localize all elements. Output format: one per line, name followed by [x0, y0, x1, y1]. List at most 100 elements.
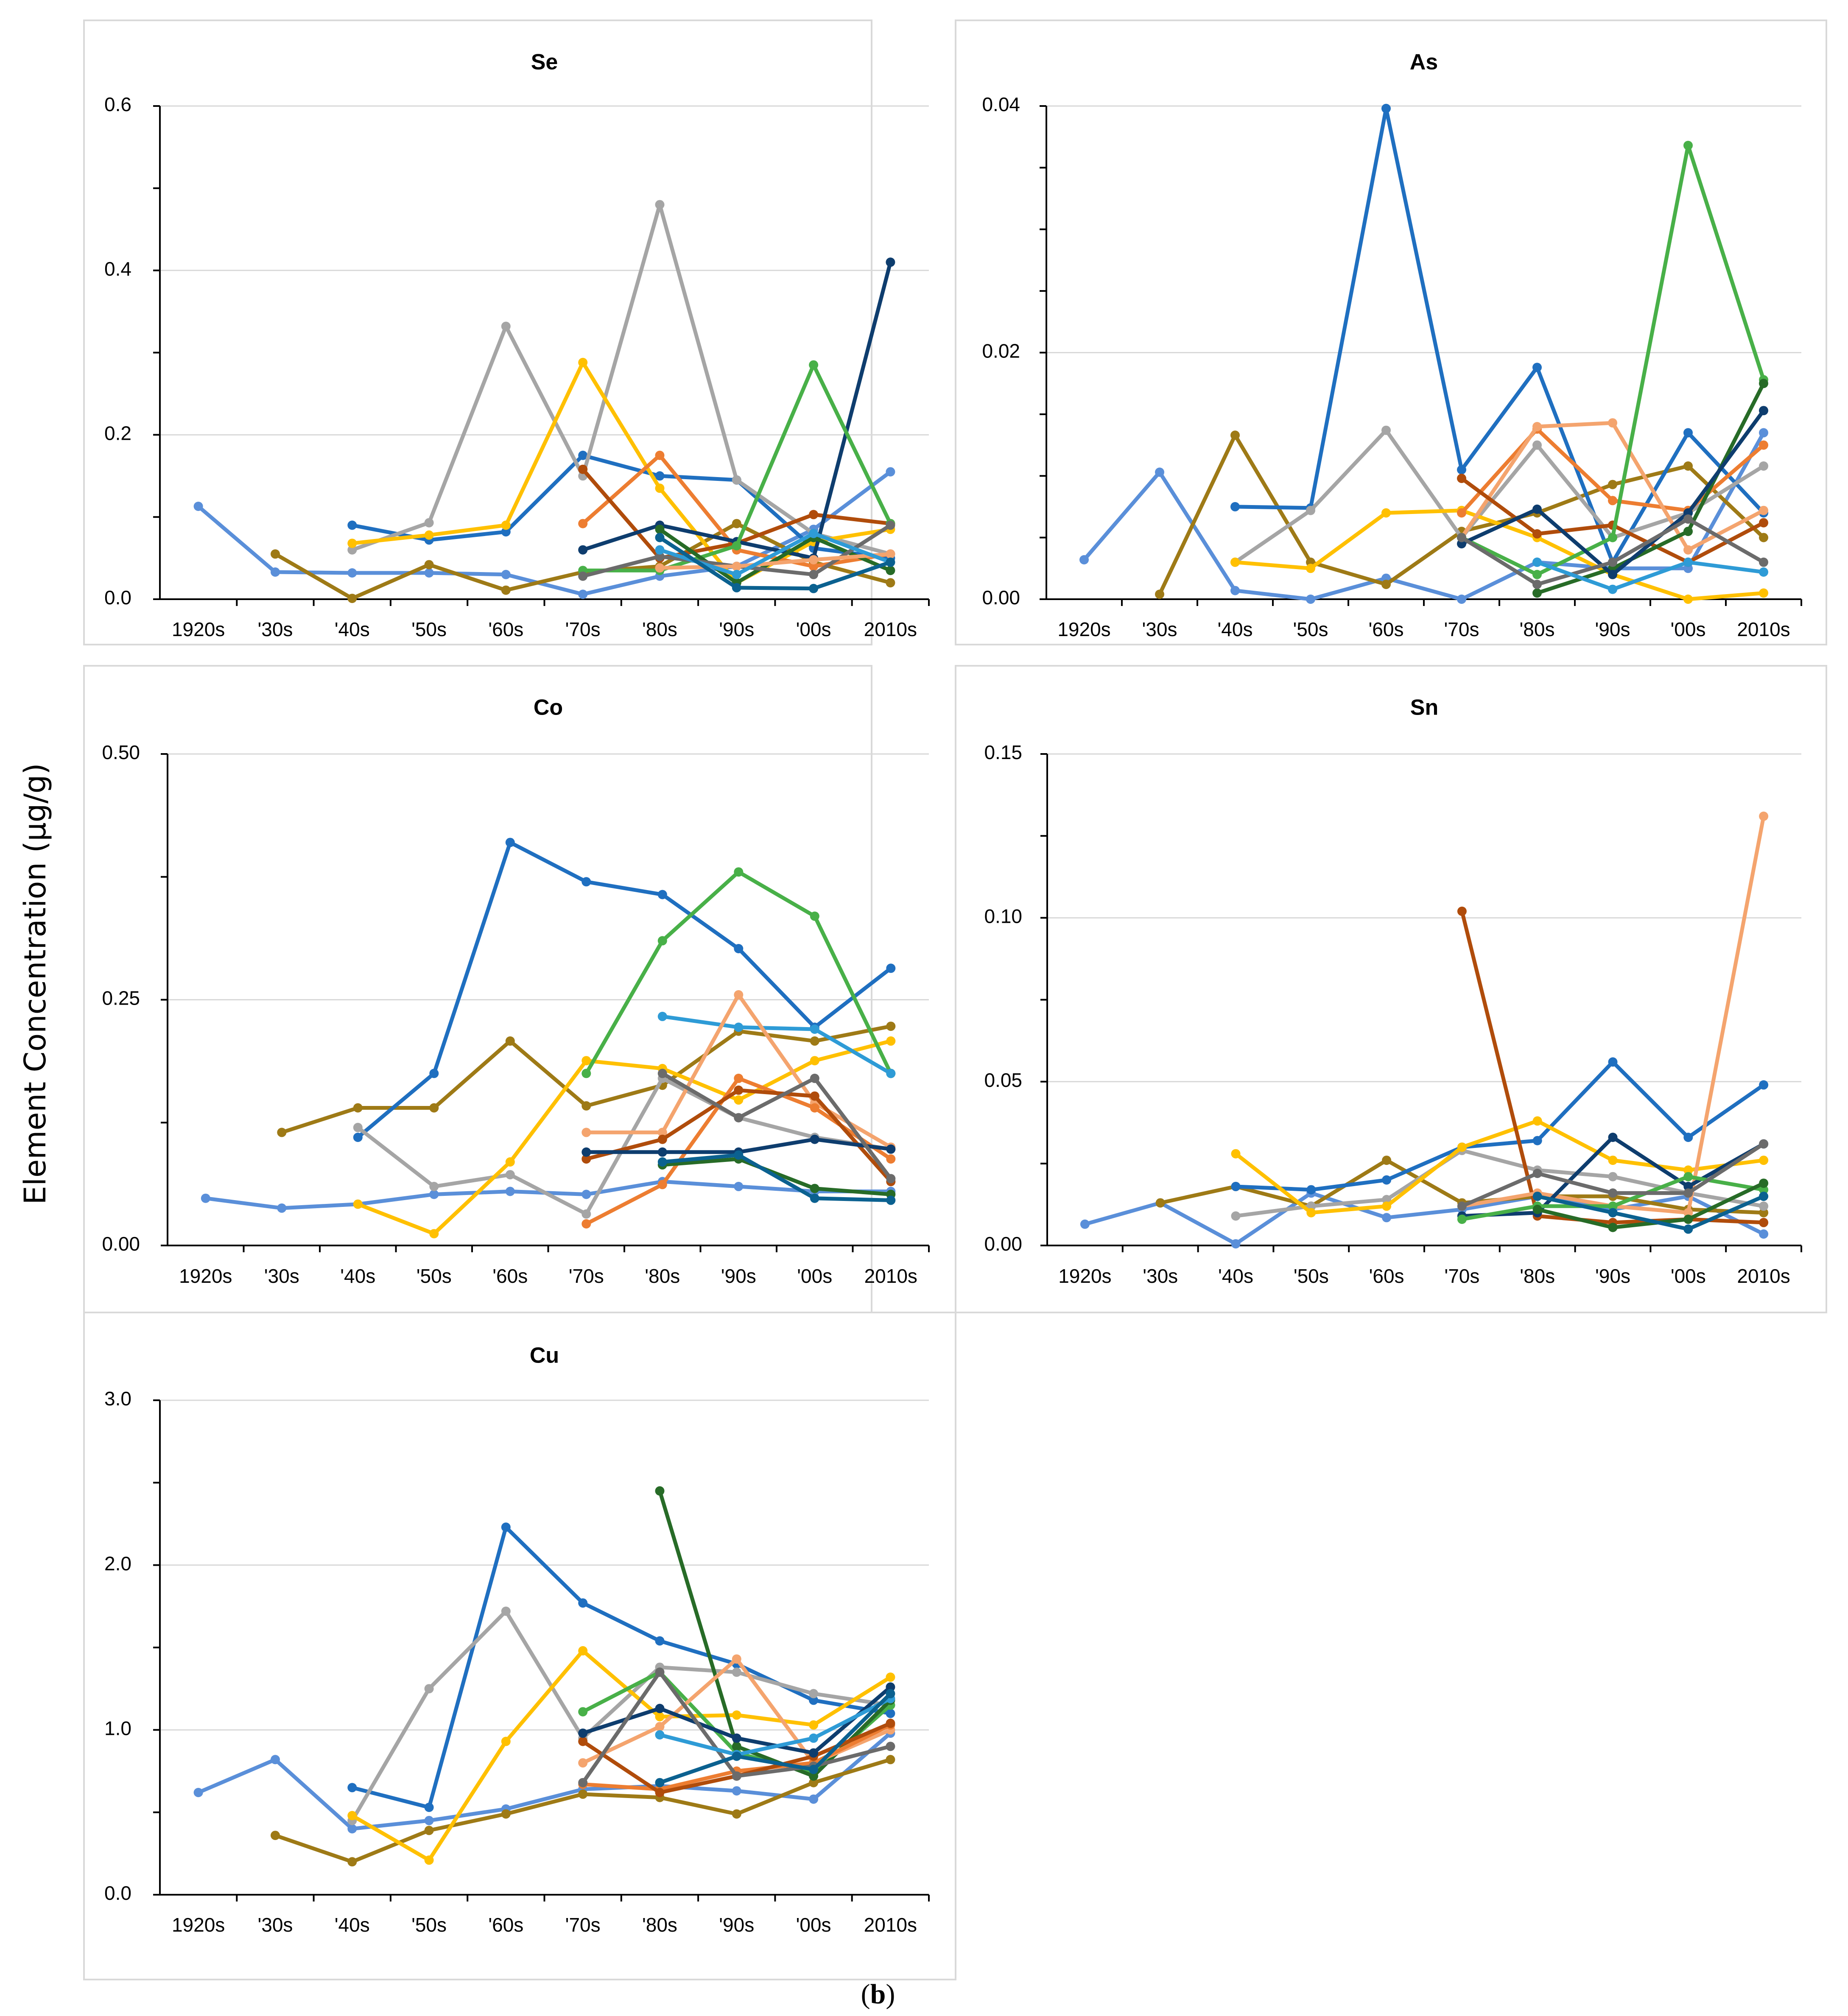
data-point: [734, 1150, 744, 1160]
data-point: [1759, 588, 1768, 598]
series: [1532, 557, 1768, 594]
series: [655, 525, 895, 588]
y-tick-label: 0.50: [102, 741, 140, 763]
data-point: [271, 1831, 280, 1840]
data-point: [505, 1157, 515, 1167]
data-point: [732, 541, 741, 550]
series-line: [658, 552, 892, 570]
data-point: [886, 1742, 895, 1751]
data-point: [1381, 580, 1391, 589]
data-point: [1080, 1219, 1090, 1229]
data-point: [886, 1718, 895, 1728]
data-point: [1532, 570, 1542, 579]
data-point: [429, 1069, 439, 1078]
data-point: [809, 1771, 819, 1781]
data-point: [1759, 557, 1768, 567]
data-point: [810, 1036, 819, 1046]
x-tick-label: '80s: [1520, 1265, 1555, 1287]
x-tick-label: '40s: [1218, 1265, 1253, 1287]
data-point: [578, 450, 588, 460]
x-tick-label: '90s: [1595, 1265, 1630, 1287]
data-point: [1306, 564, 1315, 573]
data-point: [271, 549, 280, 559]
data-point: [578, 464, 588, 474]
series-line: [356, 840, 893, 1139]
y-tick-label: 0.04: [982, 93, 1020, 115]
data-point: [501, 585, 511, 595]
data-point: [1532, 1116, 1542, 1126]
data-point: [193, 1788, 203, 1797]
x-tick-label: '50s: [411, 618, 447, 640]
data-point: [1457, 508, 1466, 518]
data-point: [809, 1733, 819, 1743]
data-point: [1759, 1080, 1769, 1090]
data-point: [657, 1157, 667, 1167]
panel-cu: 0.0 1.0 2.0 3.0 1920s '30s '40s '50s '60s '70s '80…: [83, 1312, 956, 1980]
sublabel-letter: b: [870, 1979, 886, 2010]
series-line: [1234, 1148, 1766, 1218]
data-point: [429, 1181, 439, 1191]
data-point: [1231, 1149, 1241, 1159]
data-point: [1759, 1208, 1769, 1217]
series: [582, 1085, 896, 1187]
y-tick-label: 0.15: [984, 741, 1022, 763]
x-tick-label: 2010s: [864, 618, 917, 640]
data-point: [1532, 1205, 1542, 1214]
data-point: [582, 1209, 591, 1219]
data-point: [1532, 1136, 1542, 1145]
data-point: [501, 1606, 511, 1616]
series-line: [1233, 106, 1766, 564]
data-point: [582, 1056, 591, 1066]
data-point: [1683, 1181, 1693, 1191]
data-point: [655, 1486, 665, 1496]
data-point: [734, 1022, 744, 1032]
data-point: [657, 1011, 667, 1021]
data-point: [501, 570, 511, 579]
data-point: [886, 963, 896, 973]
data-point: [1457, 1201, 1467, 1211]
panel-frame: [83, 20, 872, 645]
data-point: [886, 467, 895, 477]
data-point: [505, 1187, 515, 1196]
x-tick-label: 1920s: [1057, 618, 1110, 640]
data-point: [582, 1154, 591, 1164]
data-point: [1759, 461, 1768, 471]
data-point: [1608, 1208, 1618, 1217]
y-tick-label: 0.05: [984, 1069, 1022, 1091]
data-point: [1759, 505, 1768, 515]
series: [347, 1646, 895, 1865]
x-tick-label: '30s: [257, 1914, 293, 1936]
x-tick-label: 2010s: [864, 1265, 917, 1287]
y-tick-label: 0.00: [982, 586, 1020, 609]
x-tick-label: '30s: [264, 1265, 299, 1287]
x-tick-label: '00s: [1671, 1265, 1706, 1287]
y-tick-label: 0.2: [104, 422, 131, 444]
data-point: [886, 257, 895, 267]
data-point: [1683, 428, 1693, 438]
data-point: [886, 520, 895, 530]
data-point: [810, 1056, 819, 1066]
panel-title: Cu: [530, 1343, 559, 1368]
data-point: [1608, 570, 1617, 579]
data-point: [810, 911, 819, 921]
panel-co: 0.00 0.25 0.50 1920s '30s '40s '50s '60s '70s '80…: [83, 665, 930, 1313]
data-point: [1382, 1175, 1392, 1185]
data-point: [809, 360, 819, 370]
data-point: [424, 1855, 434, 1865]
data-point: [1532, 588, 1542, 598]
series: [1457, 514, 1768, 589]
data-point: [1683, 461, 1693, 471]
data-point: [886, 1069, 896, 1078]
data-point: [1608, 584, 1617, 594]
data-point: [1532, 1192, 1542, 1201]
x-tick-label: '60s: [1369, 618, 1404, 640]
series: [347, 450, 895, 563]
data-point: [1683, 595, 1693, 604]
data-point: [1683, 1188, 1693, 1198]
data-point: [1532, 1169, 1542, 1178]
y-tick-label: 3.0: [104, 1388, 131, 1410]
panel-frame: [83, 1312, 956, 1980]
data-point: [582, 1147, 591, 1157]
data-point: [347, 568, 357, 578]
data-point: [1608, 1057, 1618, 1067]
